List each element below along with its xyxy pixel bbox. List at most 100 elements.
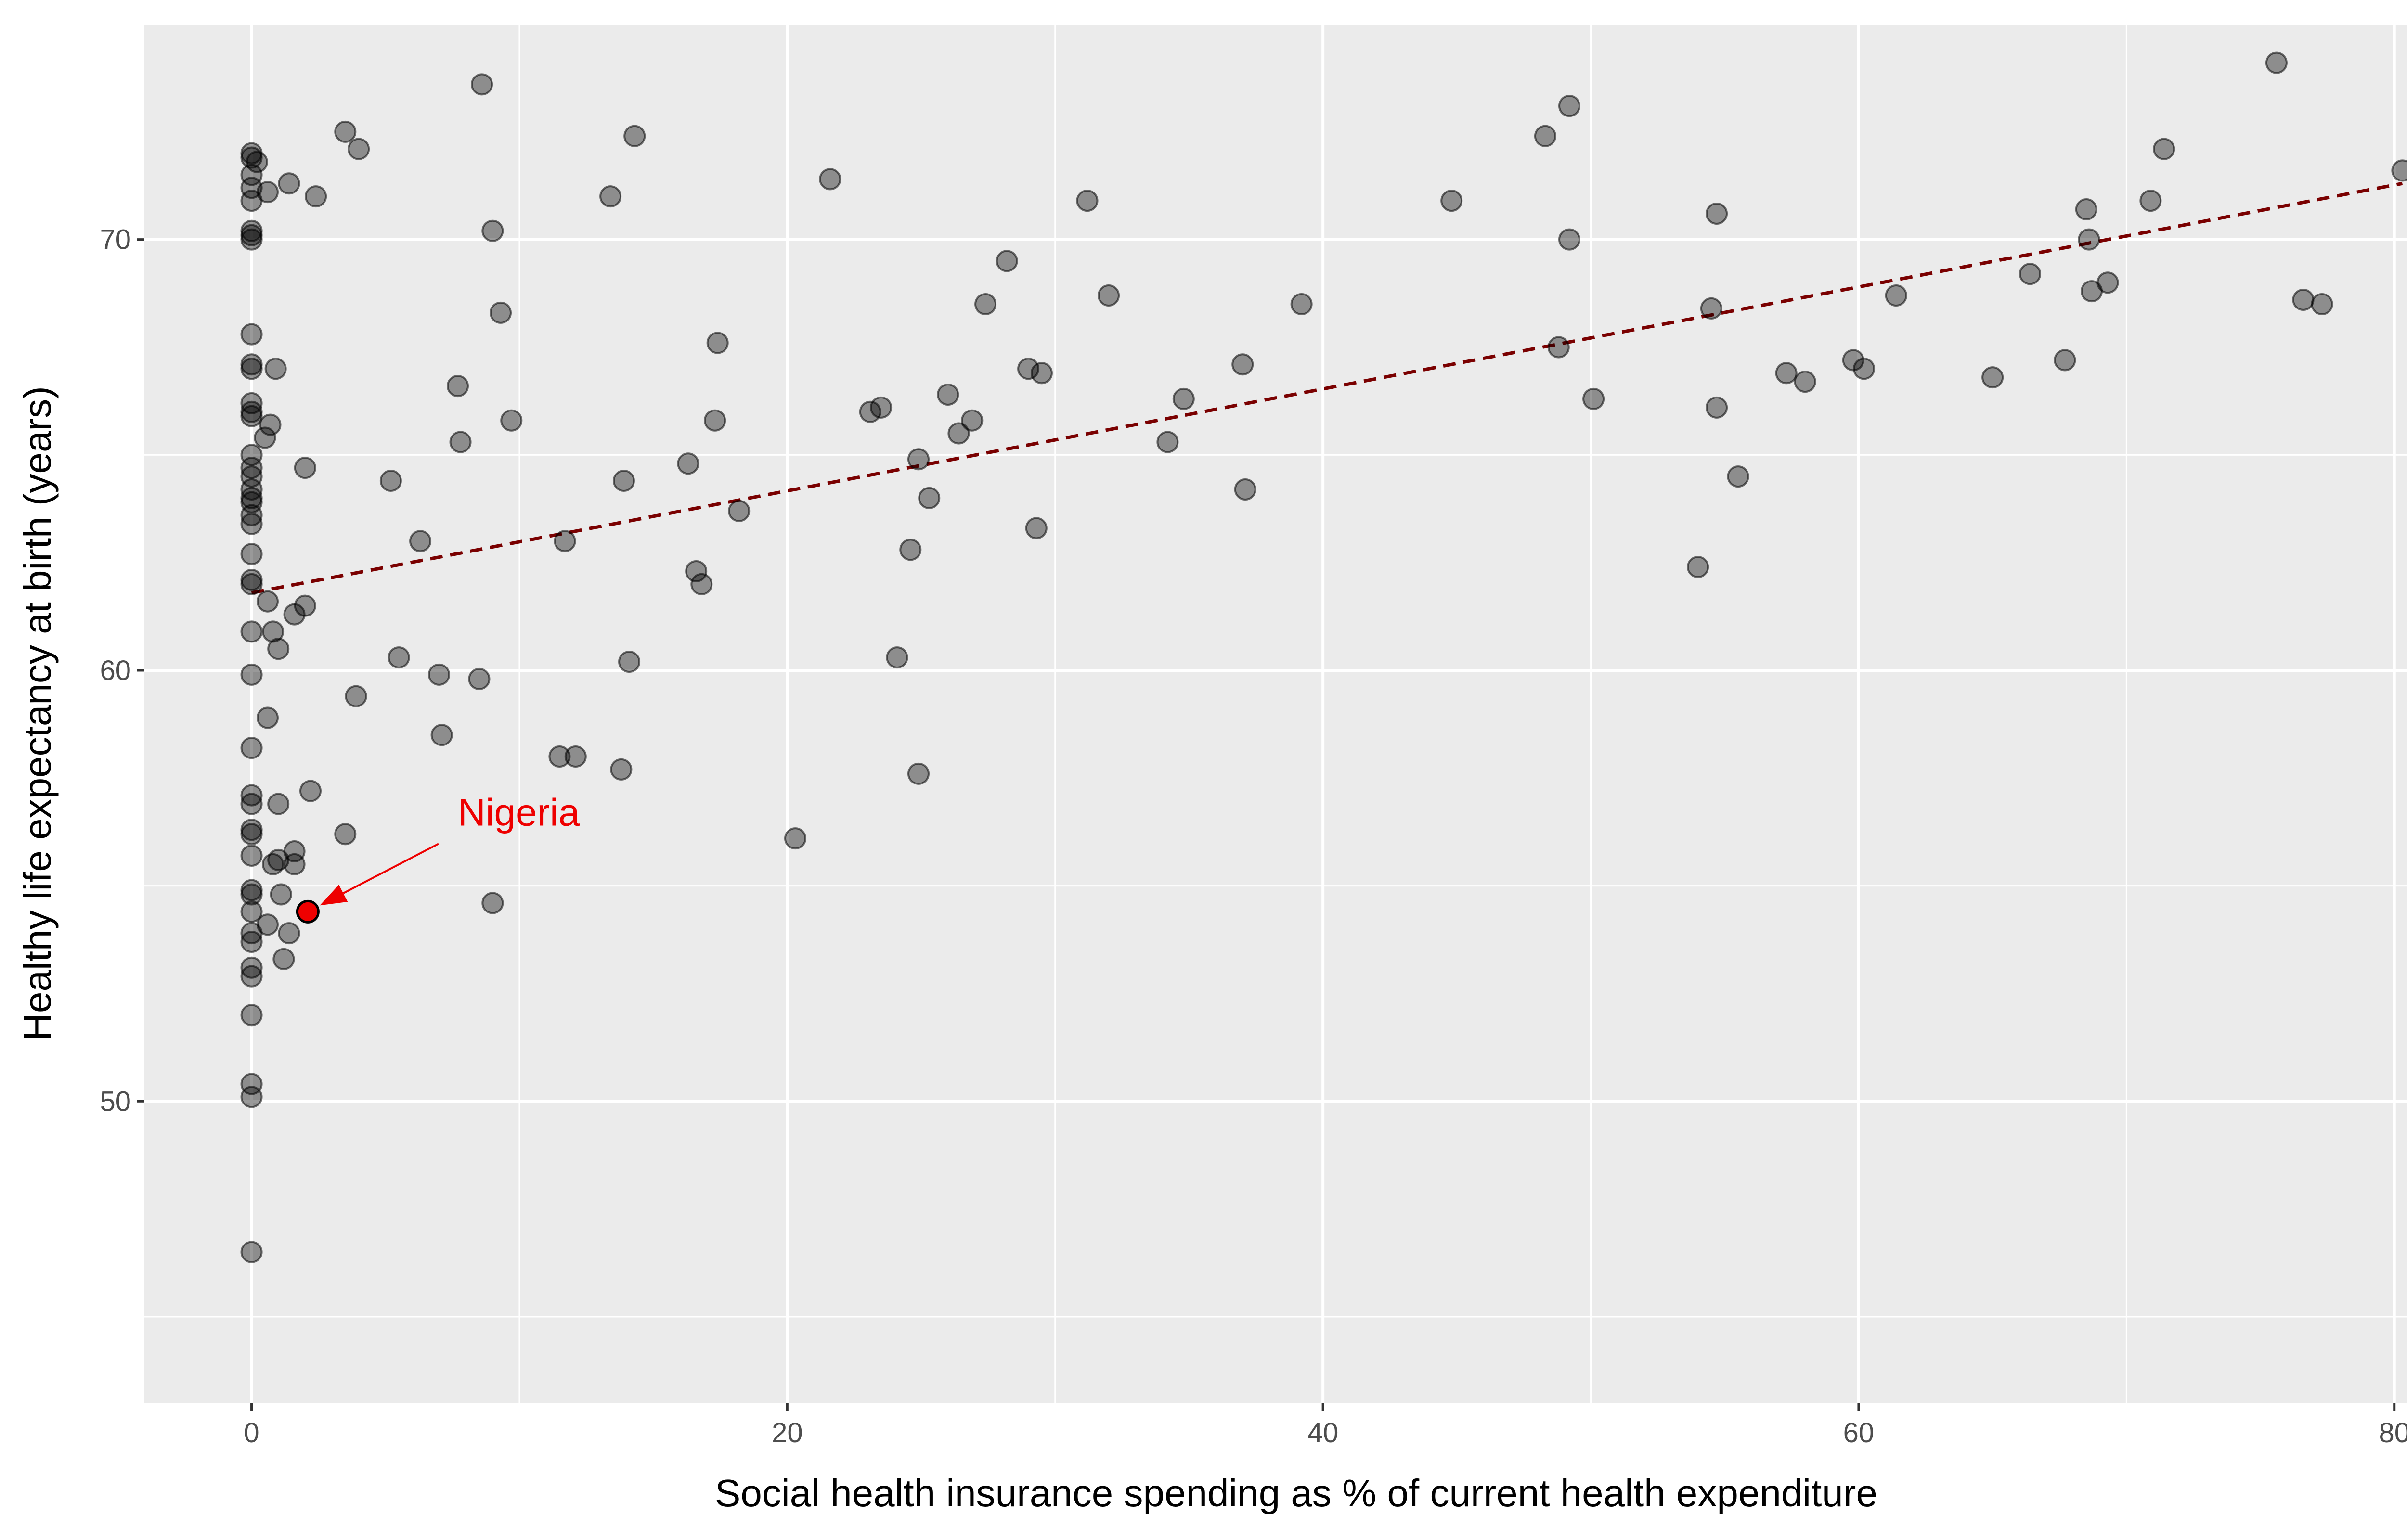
data-point [2019,263,2042,285]
data-point [240,1241,263,1263]
data-point [870,396,893,419]
data-point [345,685,367,707]
data-point [728,500,751,522]
data-point [240,1004,263,1027]
data-point [468,667,491,690]
data-point [599,185,622,208]
data-point [1981,366,2004,389]
data-point [240,573,263,595]
data-point [1700,297,1722,320]
data-point [240,784,263,807]
data-point [481,892,504,914]
x-tick-label: 60 [1843,1417,1875,1449]
data-point [1076,190,1099,212]
data-point [471,73,493,96]
data-point [1017,358,1040,380]
annotation-arrow-line [343,843,439,894]
data-point [612,470,635,492]
data-point [677,452,699,475]
data-point [1231,353,1254,376]
data-point [1030,362,1053,385]
data-point [446,375,469,398]
data-point [819,168,841,191]
y-axis-ticks: 50 60 70 [100,224,144,1117]
data-point [240,663,263,686]
data-point [428,663,451,686]
x-tick-label: 0 [244,1417,259,1449]
data-point [481,219,504,242]
trend-line [251,181,2403,595]
data-point [409,530,432,552]
x-axis-ticks: 0 20 40 60 80 [244,1403,2407,1449]
data-point [240,323,263,346]
data-point [610,758,633,781]
data-point [1098,284,1120,307]
data-point [240,844,263,867]
data-point [907,448,930,471]
data-point [334,120,357,143]
data-point [704,409,726,432]
data-point [1156,431,1179,453]
data-point [564,745,587,768]
data-point [388,646,410,669]
data-point [294,457,316,479]
data-point [240,228,263,251]
data-point [348,138,370,160]
data-point [623,125,646,147]
data-point [490,301,512,324]
data-point [256,181,279,204]
data-point [240,1086,263,1108]
data-point [2078,228,2100,251]
data-point [240,513,263,535]
data-point [256,590,279,613]
highlight-label: Nigeria [458,791,580,834]
data-point [2054,349,2076,372]
data-point [1534,125,1556,147]
x-axis-title: Social health insurance spending as % of… [715,1472,1877,1514]
y-tick-label: 70 [100,224,131,256]
data-point [259,413,282,436]
data-point [256,913,279,936]
data-point [1794,371,1816,393]
data-point [690,573,713,595]
data-point [947,422,970,445]
data-point [1775,362,1798,385]
y-tick-label: 60 [100,655,131,686]
data-point [2096,271,2119,294]
data-point [899,539,922,561]
data-point [2139,190,2162,212]
data-point [272,948,295,970]
data-point [1853,358,1876,380]
data-point [240,737,263,759]
data-point [937,383,959,406]
data-point [1706,396,1728,419]
data-point [264,358,287,380]
data-point [618,651,641,673]
data-point [254,426,276,449]
data-point [2391,159,2407,182]
data-point [262,853,285,875]
data-point [500,409,523,432]
data-point [1727,465,1749,488]
data-point [1582,387,1605,410]
data-point [907,762,930,785]
data-point [240,543,263,565]
major-gridlines [144,24,2407,1403]
data-point [1025,517,1048,539]
data-point [685,560,708,583]
data-point [240,358,263,380]
x-tick-label: 80 [2379,1417,2407,1449]
data-point [1558,95,1581,117]
data-point [240,883,263,906]
data-point [554,530,576,552]
data-point [240,793,263,815]
y-axis-title: Healthy life expectancy at birth (years) [16,386,59,1041]
data-point [918,487,941,509]
data-point [1885,284,1907,307]
data-point [278,922,300,945]
data-point [299,780,322,802]
data-point [240,405,263,427]
data-point [270,883,292,906]
highlight-annotation: Nigeria [296,791,580,924]
data-point [706,332,729,354]
